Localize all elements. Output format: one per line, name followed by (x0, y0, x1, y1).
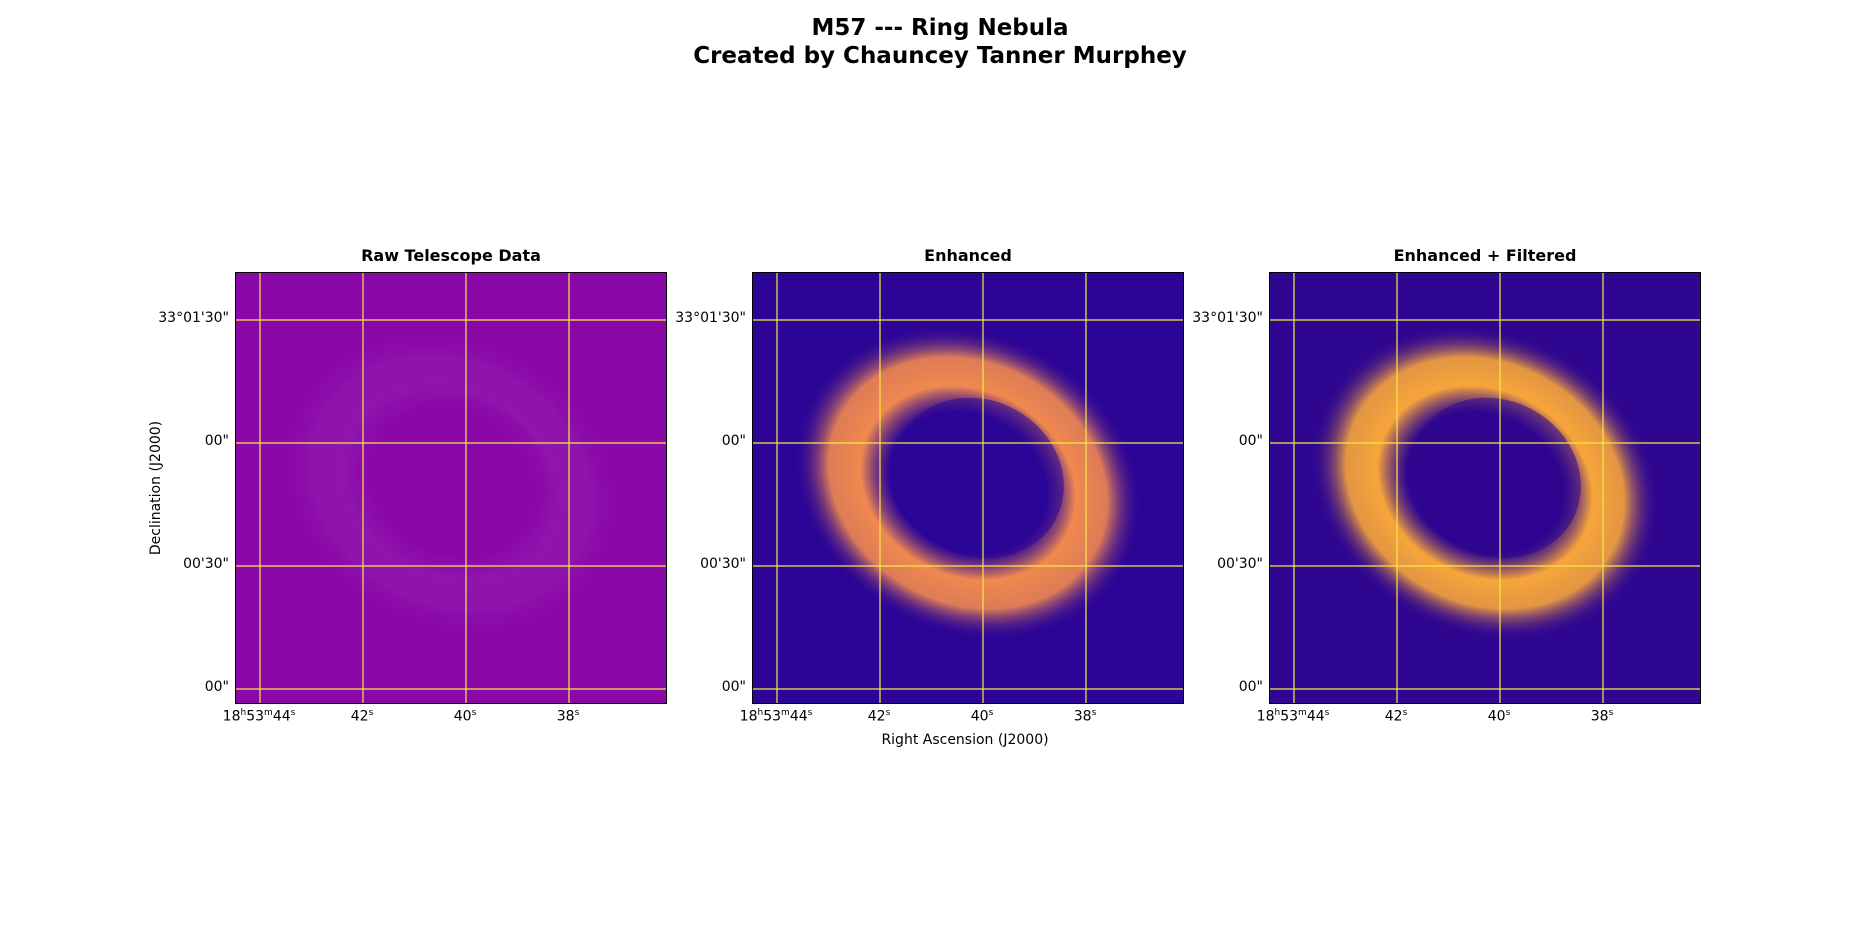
x-tick-label: 18h53m44s (222, 708, 296, 725)
nebula-core (892, 397, 1064, 559)
x-tick-label: 42s (350, 708, 374, 725)
y-tick-label: 00'30" (183, 556, 229, 572)
y-tick-label: 00" (1238, 433, 1263, 449)
nebula-image-panel (1269, 272, 1701, 704)
y-tick-label: 33°01'30" (1192, 310, 1263, 326)
y-tick-label: 33°01'30" (158, 310, 229, 326)
nebula-core (375, 397, 547, 559)
nebula-ring (277, 325, 625, 641)
x-tick-label: 40s (970, 708, 994, 725)
x-tick-label: 18h53m44s (1256, 708, 1330, 725)
x-tick-label: 38s (1590, 708, 1614, 725)
x-axis-label: Right Ascension (J2000) (881, 732, 1049, 748)
nebula-core (1409, 397, 1581, 559)
y-tick-label: 33°01'30" (675, 310, 746, 326)
x-tick-label: 40s (1487, 708, 1511, 725)
y-tick-label: 00" (721, 679, 746, 695)
figure-title: M57 --- Ring Nebula (811, 15, 1069, 41)
panel-title: Enhanced (924, 246, 1012, 265)
y-tick-label: 00'30" (700, 556, 746, 572)
x-tick-label: 42s (867, 708, 891, 725)
y-tick-label: 00" (204, 679, 229, 695)
nebula-image (1270, 273, 1700, 703)
x-tick-label: 38s (1073, 708, 1097, 725)
panel-title: Raw Telescope Data (361, 246, 541, 265)
nebula-image-panel (235, 272, 667, 704)
nebula-image (236, 273, 666, 703)
y-tick-label: 00'30" (1217, 556, 1263, 572)
nebula-image (753, 273, 1183, 703)
x-tick-label: 42s (1384, 708, 1408, 725)
y-tick-label: 00" (204, 433, 229, 449)
nebula-image-panel (752, 272, 1184, 704)
x-tick-label: 38s (556, 708, 580, 725)
x-tick-label: 18h53m44s (739, 708, 813, 725)
panel-title: Enhanced + Filtered (1393, 246, 1577, 265)
y-tick-label: 00" (721, 433, 746, 449)
figure-subtitle: Created by Chauncey Tanner Murphey (693, 43, 1187, 69)
y-axis-label: Declination (J2000) (148, 420, 164, 556)
x-tick-label: 40s (453, 708, 477, 725)
y-tick-label: 00" (1238, 679, 1263, 695)
